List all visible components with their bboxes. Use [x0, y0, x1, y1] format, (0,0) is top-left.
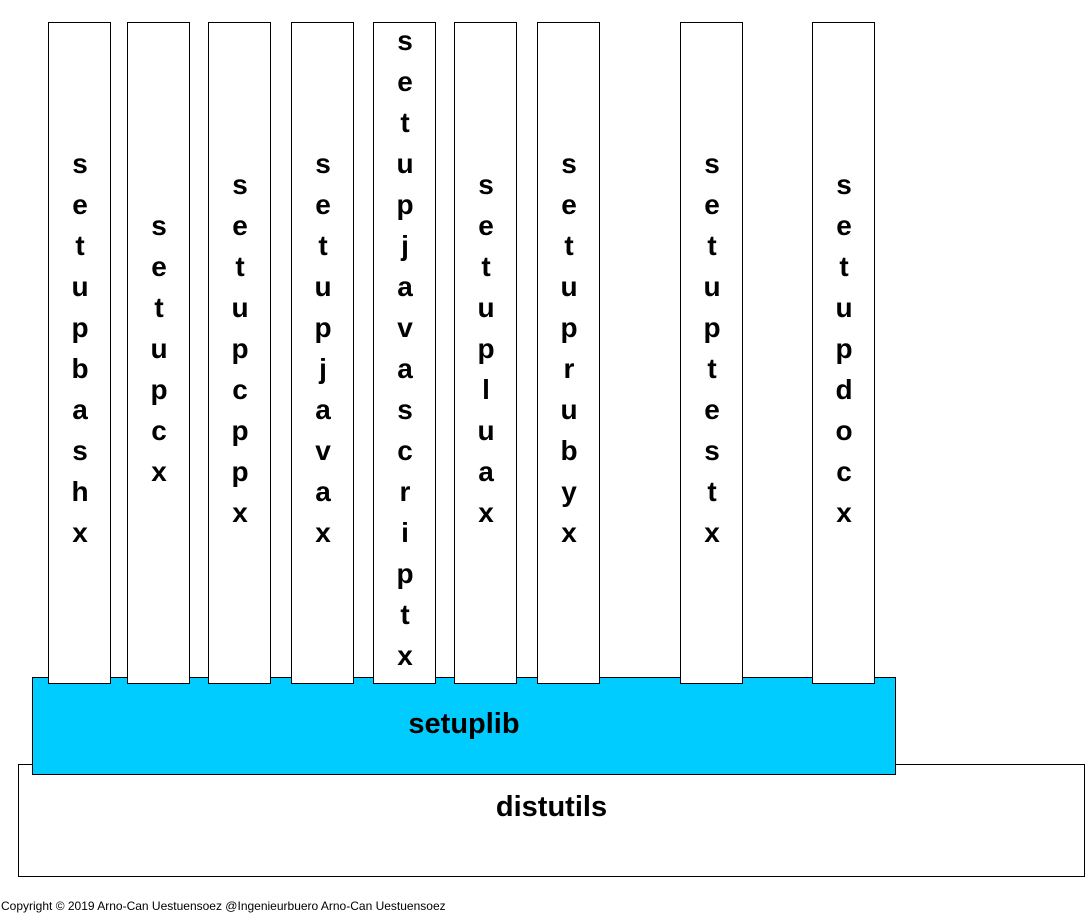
column-setupcx: setupcx	[127, 22, 190, 684]
distutils-label: distutils	[495, 791, 608, 823]
setuplib-label: setuplib	[408, 707, 520, 740]
column-label-setupcppx: setupcppx	[224, 168, 256, 538]
column-label-setuprubyx: setuprubyx	[553, 148, 585, 558]
column-setupjavascriptx: setupjavascriptx	[373, 22, 436, 684]
distutils-layer: distutils	[18, 764, 1085, 877]
column-setuptestx: setuptestx	[680, 22, 743, 684]
column-setupluax: setupluax	[454, 22, 517, 684]
column-setupcppx: setupcppx	[208, 22, 271, 684]
column-setupdocx: setupdocx	[812, 22, 875, 684]
column-label-setupjavax: setupjavax	[307, 148, 339, 558]
column-setuprubyx: setuprubyx	[537, 22, 600, 684]
column-label-setupdocx: setupdocx	[828, 168, 860, 538]
column-setupbashx: setupbashx	[48, 22, 111, 684]
setuplib-layer: setuplib	[32, 677, 896, 775]
column-label-setupcx: setupcx	[143, 209, 175, 497]
column-label-setupluax: setupluax	[470, 168, 502, 538]
copyright-footer: Copyright © 2019 Arno-Can Uestuensoez @I…	[1, 899, 446, 913]
column-setupjavax: setupjavax	[291, 22, 354, 684]
column-label-setupbashx: setupbashx	[64, 148, 96, 558]
column-label-setupjavascriptx: setupjavascriptx	[389, 25, 421, 681]
column-label-setuptestx: setuptestx	[696, 148, 728, 558]
